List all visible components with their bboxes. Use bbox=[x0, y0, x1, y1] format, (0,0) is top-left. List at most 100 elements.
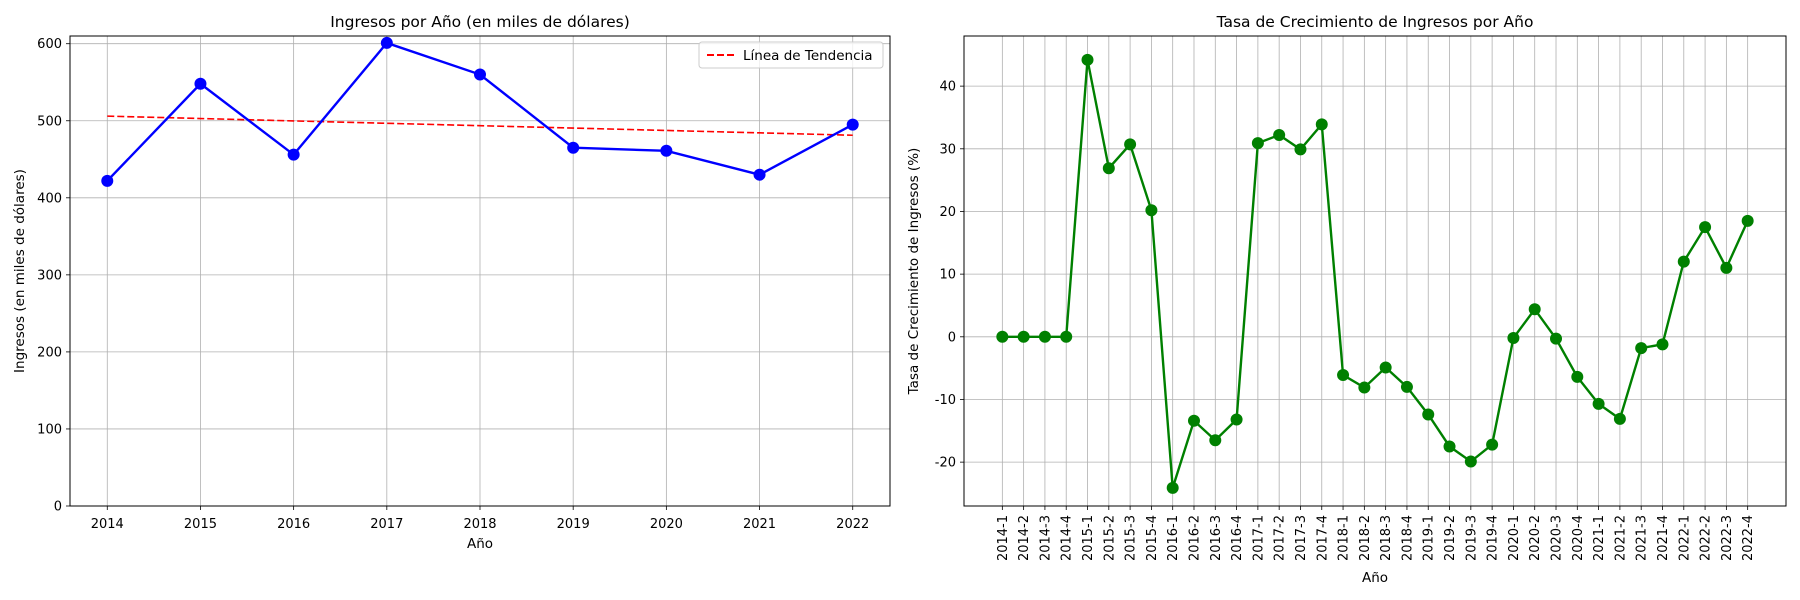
x-tick-label: 2014-2 bbox=[1017, 515, 1032, 561]
growth-ticks: 2014-1 2014-2 2014-3 2014-4 2015-1 2015-2 2015… bbox=[935, 80, 1756, 561]
growth-point bbox=[1273, 129, 1286, 142]
x-tick-label: 2017-4 bbox=[1315, 515, 1330, 561]
x-tick-label: 2014 bbox=[91, 517, 124, 532]
x-tick-label: 2020 bbox=[650, 517, 683, 532]
legend-box bbox=[698, 41, 884, 69]
x-tick-label: 2021-3 bbox=[1635, 515, 1650, 561]
x-tick-label: 2014-4 bbox=[1060, 515, 1075, 561]
x-tick-label: 2022 bbox=[836, 517, 869, 532]
growth-point bbox=[1187, 414, 1200, 427]
x-tick-label: 2021 bbox=[743, 517, 776, 532]
y-tick-label: 20 bbox=[939, 205, 956, 220]
x-tick-label: 2020-3 bbox=[1550, 515, 1565, 561]
growth-point bbox=[1358, 381, 1371, 394]
x-tick-label: 2020-1 bbox=[1507, 515, 1522, 561]
x-tick-label: 2017-2 bbox=[1273, 515, 1288, 561]
growth-point bbox=[996, 330, 1009, 343]
growth-point bbox=[1315, 118, 1328, 131]
y-tick-label: -10 bbox=[935, 393, 956, 408]
growth-point bbox=[1038, 330, 1051, 343]
revenue-series bbox=[101, 36, 859, 187]
growth-point bbox=[1571, 370, 1584, 383]
y-tick-label: 600 bbox=[37, 37, 62, 52]
y-tick-label: 400 bbox=[37, 191, 62, 206]
x-tick-label: 2017-1 bbox=[1251, 515, 1266, 561]
x-tick-label: 2019-1 bbox=[1422, 515, 1437, 561]
y-tick-label: 0 bbox=[54, 500, 62, 515]
growth-plot-frame bbox=[963, 35, 1787, 507]
growth-point bbox=[1124, 138, 1137, 151]
growth-point bbox=[1443, 440, 1456, 453]
x-tick-label: 2022-4 bbox=[1741, 515, 1756, 561]
growth-point bbox=[1060, 330, 1073, 343]
growth-point bbox=[1507, 332, 1520, 345]
legend-trend-line-label: Línea de Tendencia bbox=[743, 48, 873, 64]
y-tick-label: 200 bbox=[37, 345, 62, 360]
x-tick-label: 2022-1 bbox=[1677, 515, 1692, 561]
x-tick-label: 2015-3 bbox=[1124, 515, 1139, 561]
x-tick-label: 2014-3 bbox=[1038, 515, 1053, 561]
x-tick-label: 2019-3 bbox=[1464, 515, 1479, 561]
x-tick-label: 2022-3 bbox=[1720, 515, 1735, 561]
revenue-ticks: 2014 2015 2016 2017 2018 2019 2020 2021 2022 0 100… bbox=[37, 37, 869, 532]
growth-series bbox=[996, 53, 1754, 494]
x-tick-label: 2018-2 bbox=[1358, 515, 1373, 561]
x-tick-label: 2017-3 bbox=[1294, 515, 1309, 561]
growth-grid bbox=[964, 36, 1786, 506]
growth-point bbox=[1379, 361, 1392, 374]
growth-point bbox=[1656, 338, 1669, 351]
x-tick-label: 2014-1 bbox=[996, 515, 1011, 561]
growth-point bbox=[1251, 137, 1264, 150]
growth-point bbox=[1613, 412, 1626, 425]
x-tick-label: 2021-2 bbox=[1613, 515, 1628, 561]
x-tick-label: 2015 bbox=[184, 517, 217, 532]
x-tick-label: 2016 bbox=[277, 517, 310, 532]
x-tick-label: 2016-2 bbox=[1187, 515, 1202, 561]
revenue-point bbox=[194, 77, 207, 90]
x-tick-label: 2018 bbox=[463, 517, 496, 532]
growth-point bbox=[1486, 438, 1499, 451]
growth-chart-title: Tasa de Crecimiento de Ingresos por Año bbox=[1216, 13, 1534, 31]
growth-point bbox=[1699, 221, 1712, 234]
x-tick-label: 2018-3 bbox=[1379, 515, 1394, 561]
revenue-legend: Línea de Tendencia bbox=[698, 41, 884, 69]
revenue-point bbox=[101, 174, 114, 187]
growth-point bbox=[1337, 369, 1350, 382]
x-tick-label: 2015-1 bbox=[1081, 515, 1096, 561]
x-tick-label: 2021-4 bbox=[1656, 515, 1671, 561]
revenue-point bbox=[660, 144, 673, 157]
growth-point bbox=[1422, 408, 1435, 421]
x-tick-label: 2020-4 bbox=[1571, 515, 1586, 561]
x-tick-label: 2021-1 bbox=[1592, 515, 1607, 561]
y-tick-label: 10 bbox=[939, 268, 956, 283]
revenue-point bbox=[287, 148, 300, 161]
revenue-x-axis-label: Año bbox=[467, 536, 493, 552]
growth-point bbox=[1102, 162, 1115, 175]
x-tick-label: 2016-3 bbox=[1209, 515, 1224, 561]
growth-point bbox=[1550, 332, 1563, 345]
growth-point bbox=[1464, 455, 1477, 468]
y-tick-label: 0 bbox=[948, 330, 956, 345]
x-tick-label: 2015-4 bbox=[1145, 515, 1160, 561]
trend-line bbox=[107, 115, 853, 137]
growth-x-axis-label: Año bbox=[1362, 570, 1388, 586]
x-tick-label: 2017 bbox=[370, 517, 403, 532]
y-tick-label: 500 bbox=[37, 114, 62, 129]
y-tick-label: 40 bbox=[939, 80, 956, 95]
x-tick-label: 2018-1 bbox=[1337, 515, 1352, 561]
growth-point bbox=[1230, 413, 1243, 426]
growth-point bbox=[1720, 261, 1733, 274]
x-tick-label: 2019-2 bbox=[1443, 515, 1458, 561]
x-tick-label: 2015-2 bbox=[1102, 515, 1117, 561]
y-tick-label: 100 bbox=[37, 422, 62, 437]
growth-point bbox=[1592, 397, 1605, 410]
y-tick-label: -20 bbox=[935, 456, 956, 471]
growth-point bbox=[1677, 255, 1690, 268]
y-tick-label: 30 bbox=[939, 142, 956, 157]
growth-point bbox=[1166, 481, 1179, 494]
x-tick-label: 2018-4 bbox=[1400, 515, 1415, 561]
growth-point bbox=[1741, 214, 1754, 227]
growth-point bbox=[1635, 342, 1648, 355]
revenue-point bbox=[753, 168, 766, 181]
y-tick-label: 300 bbox=[37, 268, 62, 283]
